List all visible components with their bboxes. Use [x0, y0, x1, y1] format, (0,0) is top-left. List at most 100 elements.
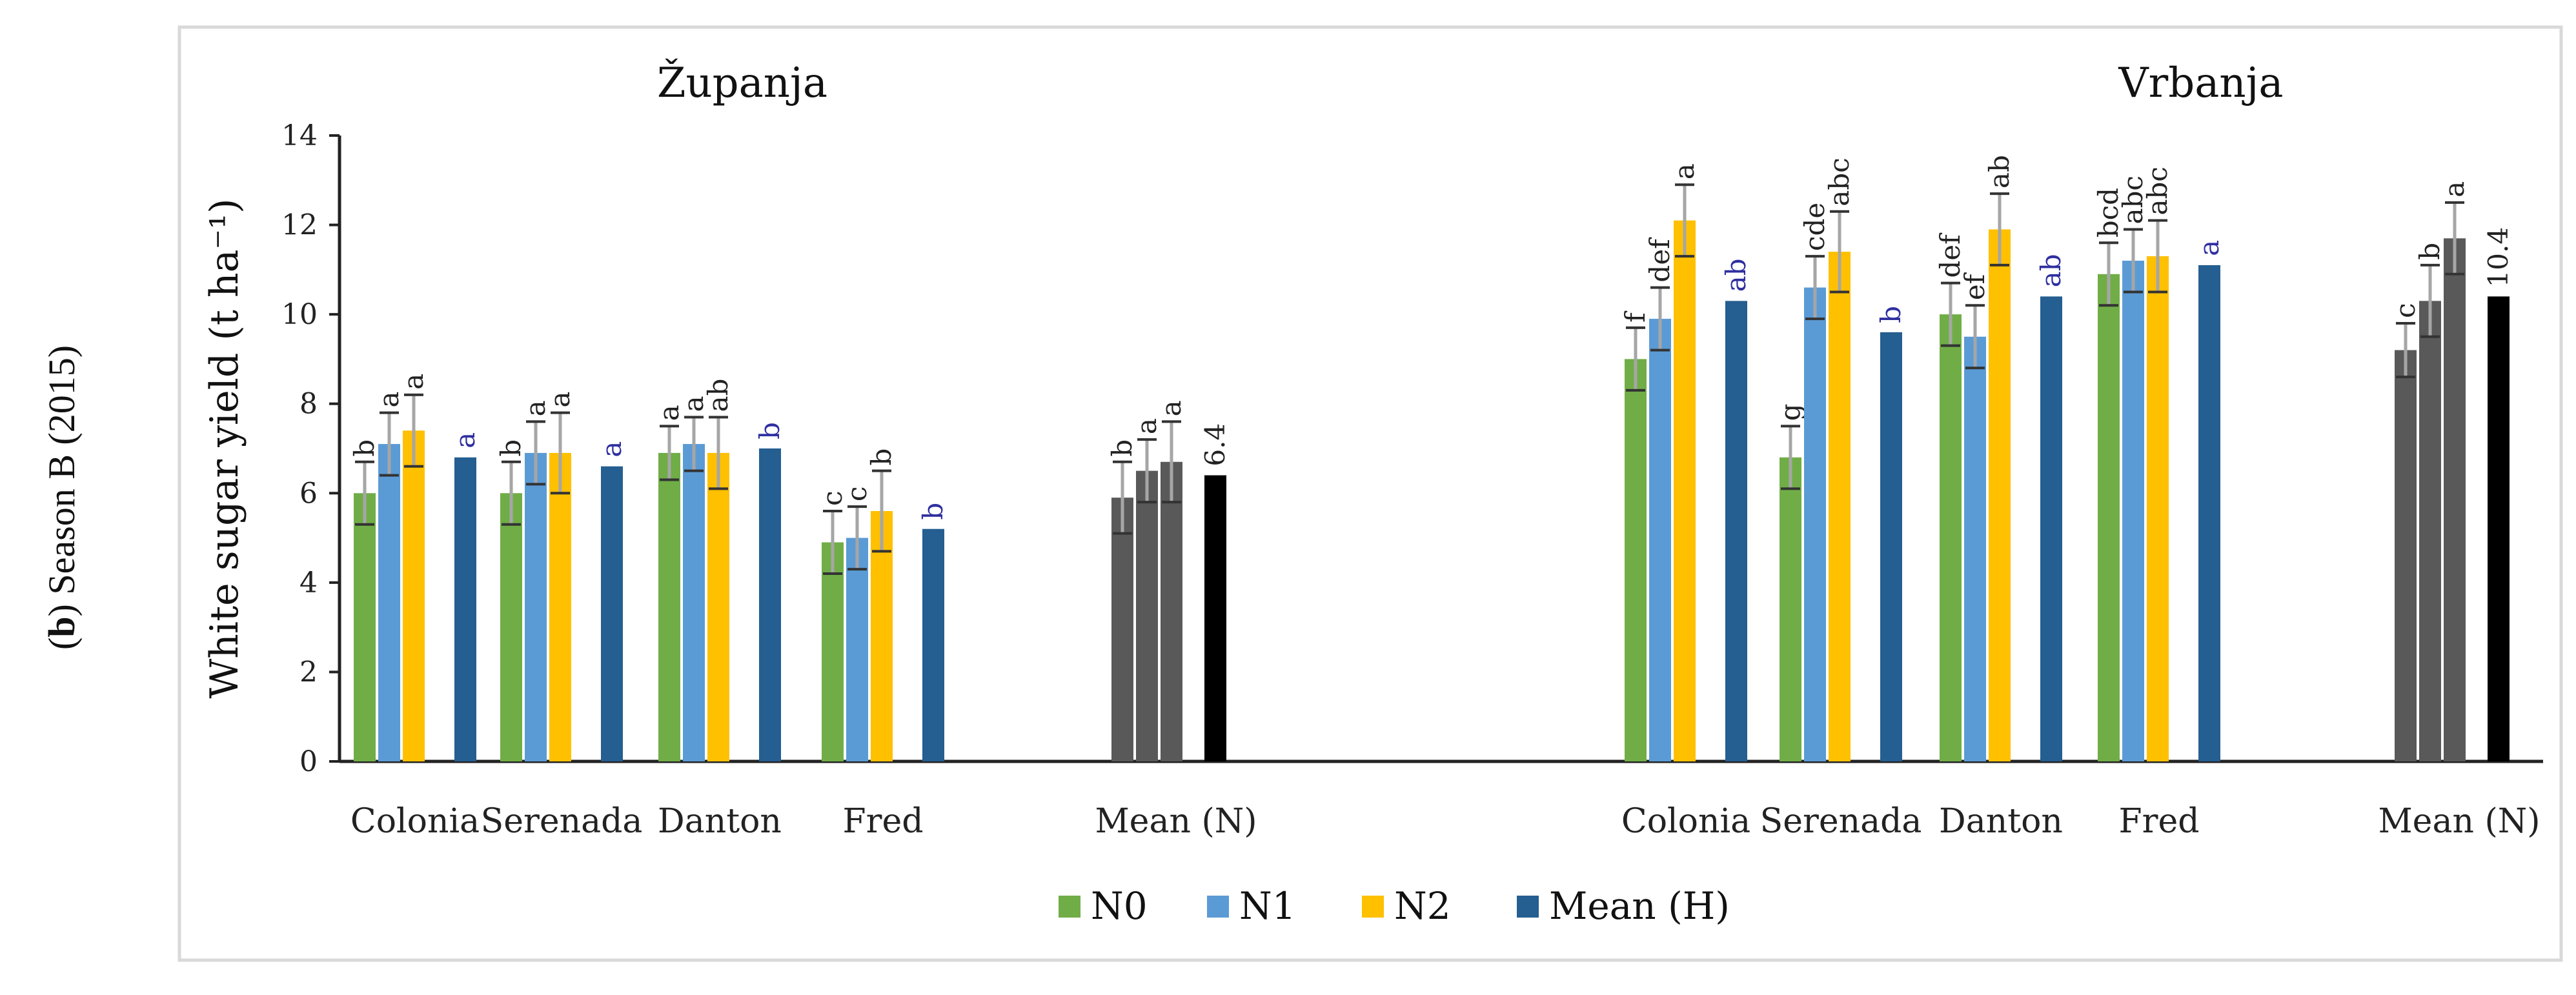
bar-n1	[525, 452, 547, 761]
x-category-label: Mean (N)	[1095, 802, 1257, 841]
significance-letter: a	[544, 392, 576, 408]
significance-letter: a	[1668, 163, 1700, 179]
bar-mean-h	[1725, 301, 1747, 761]
significance-letter: c	[841, 487, 873, 502]
significance-letter: def	[1934, 232, 1966, 278]
panel-title: Vrbanja	[2118, 59, 2283, 107]
significance-letter: abc	[1823, 157, 1855, 206]
bar-n1	[1804, 287, 1826, 762]
legend-label: N2	[1394, 884, 1451, 928]
significance-letter: ef	[1959, 272, 1991, 300]
significance-letter: bcd	[2093, 188, 2124, 237]
y-tick-label: 6	[299, 477, 318, 510]
bar-n2	[1674, 220, 1696, 762]
bar-n1	[1964, 336, 1986, 761]
significance-letter: a	[1131, 418, 1162, 434]
legend-swatch	[1207, 896, 1229, 918]
legend-swatch	[1517, 896, 1539, 918]
bar-n0	[354, 493, 376, 761]
bar-n1	[683, 444, 705, 761]
bar-n1	[378, 444, 400, 761]
significance-letter: c	[816, 490, 848, 506]
bar-n2	[549, 452, 571, 761]
significance-letter: g	[1774, 403, 1806, 421]
significance-letter: a	[678, 396, 709, 412]
significance-letter: b	[349, 439, 380, 457]
y-tick-label: 8	[299, 388, 318, 421]
bar-n0	[2395, 350, 2417, 761]
bar-n1	[846, 538, 868, 761]
significance-letter: a	[653, 405, 685, 421]
bar-mean-h	[2040, 296, 2062, 761]
legend-swatch	[1059, 896, 1080, 918]
mean-h-letter: b	[917, 503, 949, 520]
panel-title: Županja	[657, 59, 827, 107]
mean-h-letter: b	[754, 422, 786, 439]
x-category-label: Danton	[658, 802, 782, 841]
mean-h-letter: a	[2193, 240, 2225, 256]
significance-letter: c	[2389, 303, 2421, 318]
bar-n0	[658, 452, 680, 761]
significance-letter: a	[2439, 181, 2470, 197]
bar-mean-h	[759, 448, 781, 761]
significance-letter: a	[398, 374, 429, 390]
y-tick-label: 14	[281, 119, 318, 152]
bar-n0	[500, 493, 522, 761]
legend-label: N0	[1091, 884, 1148, 928]
x-category-label: Fred	[2119, 802, 2200, 841]
mean-h-letter: a	[449, 432, 481, 448]
bar-mean-h	[2198, 265, 2220, 761]
significance-letter: ab	[1983, 155, 2015, 188]
bar-n0	[822, 542, 844, 761]
overall-mean-value: 6.4	[1199, 423, 1231, 467]
significance-letter: def	[1644, 237, 1676, 283]
season-side-label: (b) Season B (2015)	[41, 345, 83, 650]
y-tick-label: 0	[299, 745, 318, 778]
y-tick-label: 4	[299, 567, 318, 599]
significance-letter: cde	[1799, 203, 1831, 251]
legend-swatch	[1362, 896, 1384, 918]
bar-n0	[2098, 274, 2120, 761]
significance-letter: a	[1155, 400, 1187, 416]
bar-mean-h	[601, 466, 623, 761]
significance-letter: abc	[2142, 166, 2173, 215]
bar-n2	[707, 452, 729, 761]
bar-mean-h	[454, 457, 476, 761]
overall-mean-value: 10.4	[2482, 227, 2514, 288]
bar-n2	[871, 511, 893, 761]
bar-n0	[1940, 314, 1962, 762]
significance-letter: b	[495, 439, 527, 457]
legend-label: Mean (H)	[1549, 884, 1730, 928]
significance-letter: abc	[2117, 176, 2149, 224]
x-category-label: Danton	[1939, 802, 2063, 841]
bar-n1	[1649, 319, 1671, 762]
bar-n0	[1625, 359, 1647, 761]
mean-h-letter: a	[596, 441, 627, 457]
bar-overall-mean	[2488, 296, 2510, 761]
svg-text:(b) Season B (2015): (b) Season B (2015)	[41, 345, 83, 650]
x-category-label: Fred	[843, 802, 924, 841]
bar-n2	[1989, 229, 2011, 761]
y-axis-title: White sugar yield (t ha⁻¹)	[202, 199, 247, 699]
x-category-label: Serenada	[481, 802, 643, 841]
significance-letter: ab	[702, 379, 734, 412]
side-label-bold: b	[41, 616, 83, 637]
significance-letter: f	[1619, 310, 1651, 323]
bar-n2	[1829, 252, 1851, 762]
significance-letter: b	[2414, 243, 2446, 260]
significance-letter: b	[866, 448, 897, 466]
x-category-label: Mean (N)	[2378, 802, 2540, 841]
bar-n2	[403, 430, 425, 761]
side-label-text: Season B (2015)	[41, 345, 83, 604]
bar-mean-h	[1880, 332, 1902, 761]
bar-n2	[1161, 461, 1182, 761]
bar-n2	[2444, 238, 2466, 761]
mean-h-letter: ab	[2035, 254, 2067, 287]
y-tick-label: 2	[299, 656, 318, 688]
bar-overall-mean	[1204, 475, 1226, 761]
bar-n0	[1780, 457, 1801, 761]
bar-n0	[1111, 498, 1133, 761]
mean-h-letter: ab	[1720, 258, 1752, 292]
bar-n1	[2122, 261, 2144, 761]
